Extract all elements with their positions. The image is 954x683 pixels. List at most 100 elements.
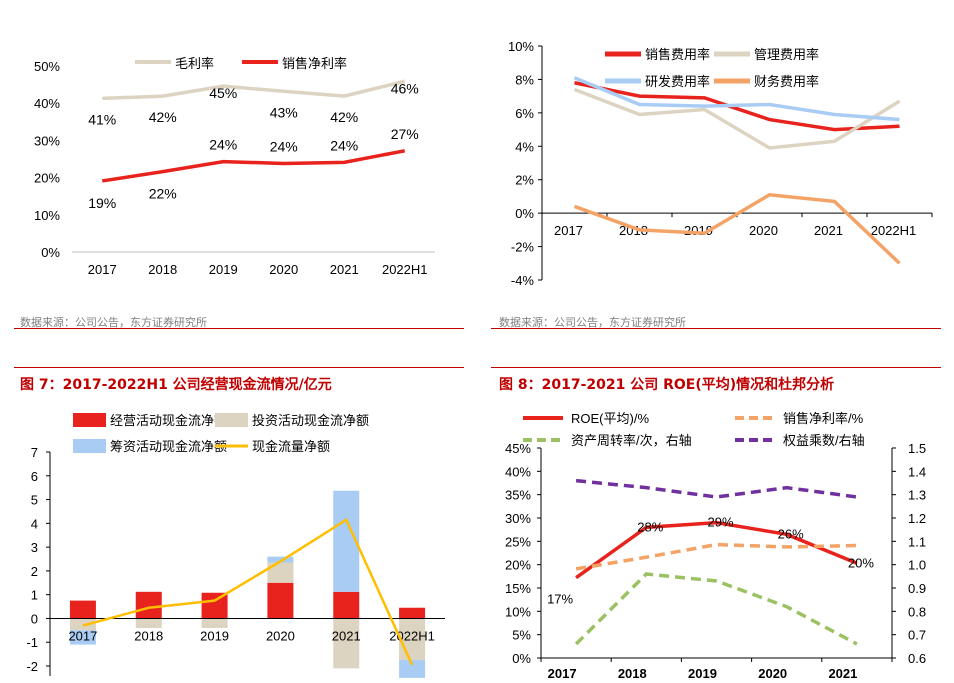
chart-roe: 0%5%10%15%20%25%30%35%40%45%0.60.70.80.9… [477,398,954,678]
legend-label: 资产周转率/次，右轴 [571,433,692,448]
y2-tick-label: 1.1 [908,534,926,549]
y-tick-label: 40% [505,464,531,479]
data-label: 26% [778,526,804,541]
data-label: 17% [547,592,573,607]
y-tick-label: 5% [512,628,531,643]
y-tick-label: 4% [515,139,534,154]
legend-swatch [215,413,248,427]
y-tick-label: 7 [31,445,38,460]
data-label: 46% [391,80,419,96]
y-tick-label: -1 [26,635,38,650]
data-label: 28% [637,519,663,534]
y2-tick-label: 1.0 [908,558,926,573]
series-line [576,523,857,578]
y-tick-label: 25% [505,534,531,549]
y-tick-label: 20% [505,558,531,573]
x-tick-label: 2019 [688,666,717,678]
x-tick-label: 2017 [88,262,117,277]
y-tick-label: 0 [31,611,38,626]
bar [399,608,425,619]
series-line [102,151,405,181]
legend-label: ROE(平均)/% [571,411,649,426]
data-label: 29% [707,515,733,530]
y-tick-label: 0% [515,206,534,221]
x-tick-label: 2021 [332,628,361,643]
divider [14,328,464,329]
data-label: 45% [209,85,237,101]
data-label: 42% [149,109,177,125]
y2-tick-label: 1.4 [908,464,926,479]
x-tick-label: 2020 [749,223,778,238]
data-label: 24% [330,137,358,153]
legend-label: 销售净利率 [282,56,347,71]
legend-label: 权益乘数/右轴 [783,433,865,448]
data-label: 22% [149,186,177,202]
y-tick-label: 35% [505,488,531,503]
legend-label: 投资活动现金流净额 [252,413,369,428]
x-tick-label: 2020 [758,666,787,678]
legend-label: 现金流量净额 [252,439,330,454]
bar [333,592,359,619]
bar [136,618,162,628]
y-tick-label: 1 [31,588,38,603]
y2-tick-label: 0.6 [908,651,926,666]
y-tick-label: -2 [26,659,38,674]
x-tick-label: 2019 [200,628,229,643]
y-tick-label: 5 [31,493,38,508]
y-tick-label: 20% [34,171,60,186]
legend-label: 毛利率 [175,56,214,71]
bar [70,601,96,619]
y-tick-label: 0% [512,651,531,666]
figure-title: 图 8：2017-2021 公司 ROE(平均)情况和杜邦分析 [499,374,834,394]
x-tick-label: 2017 [548,666,577,678]
data-label: 24% [209,137,237,153]
data-label: 20% [848,555,874,570]
y-tick-label: 15% [505,581,531,596]
y-tick-label: 40% [34,96,60,111]
y-tick-label: -2% [511,240,535,255]
y2-tick-label: 0.9 [908,581,926,596]
y-tick-label: 50% [34,59,60,74]
y-tick-label: 6 [31,469,38,484]
x-tick-label: 2017 [554,223,583,238]
y-tick-label: 2% [515,173,534,188]
x-tick-label: 2018 [134,628,163,643]
data-label: 43% [270,104,298,120]
legend-swatch [73,413,106,427]
y-tick-label: 10% [508,39,534,54]
x-tick-label: 2021 [330,262,359,277]
divider [14,367,464,368]
bar [267,583,293,619]
x-tick-label: 2017 [68,628,97,643]
y-tick-label: 3 [31,540,38,555]
y-tick-label: 2 [31,564,38,579]
legend-label: 销售费用率 [645,47,710,62]
figure-title: 图 7：2017-2022H1 公司经营现金流情况/亿元 [20,374,332,394]
y-tick-label: 4 [31,516,38,531]
y2-tick-label: 0.8 [908,604,926,619]
y2-tick-label: 1.3 [908,488,926,503]
y-tick-label: 45% [505,441,531,456]
x-tick-label: 2018 [148,262,177,277]
y2-tick-label: 1.2 [908,511,926,526]
y-tick-label: -4% [511,273,535,288]
x-tick-label: 2019 [209,262,238,277]
y-tick-label: 0% [41,245,60,260]
data-label: 24% [270,138,298,154]
legend-label: 研发费用率 [645,74,710,89]
bar [202,618,228,628]
legend-swatch [73,439,106,453]
y-tick-label: 6% [515,106,534,121]
legend-label: 销售净利率/% [783,411,864,426]
bar [136,592,162,619]
data-label: 19% [88,195,116,211]
divider [491,328,941,329]
y-tick-label: 10% [505,604,531,619]
x-tick-label: 2020 [266,628,295,643]
x-tick-label: 2018 [618,666,647,678]
y-tick-label: 30% [505,511,531,526]
